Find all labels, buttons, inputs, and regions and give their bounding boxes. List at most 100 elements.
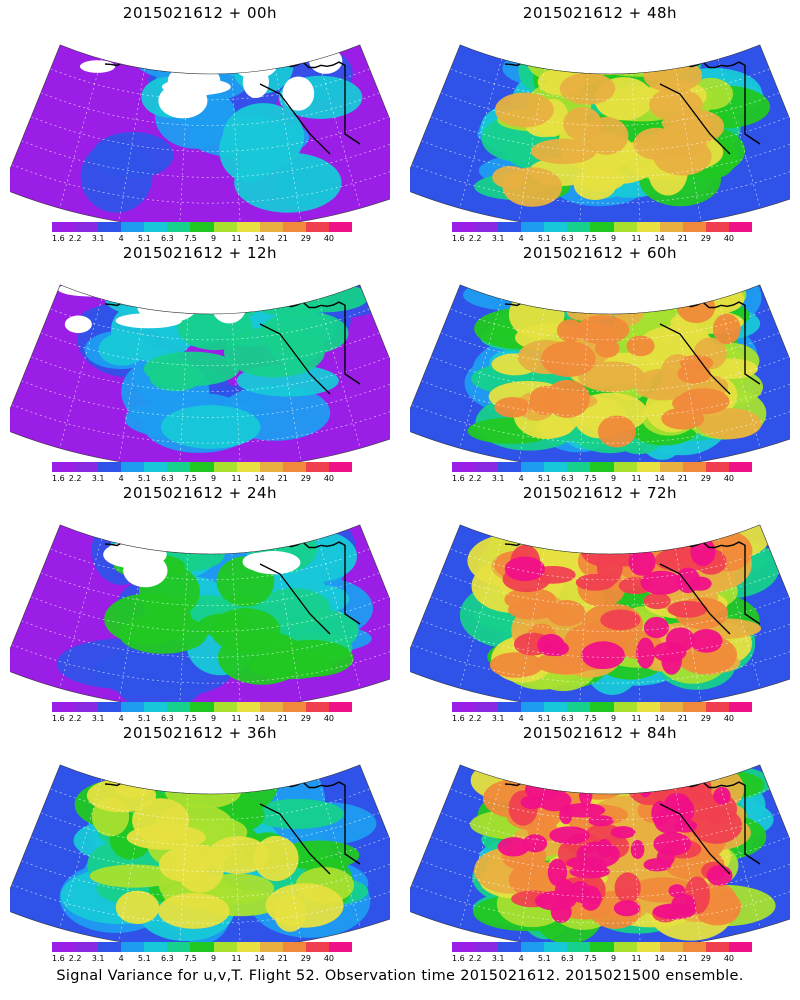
contour-blob: [596, 838, 612, 859]
colorbar-segment: [705, 222, 729, 232]
colorbar-tick-label: 1.6: [452, 714, 465, 723]
colorbar-segment: [167, 462, 191, 472]
colorbar-labels: 1.6 2.2 3.1 4 5.1 6.3 7.5 9 11 14 21 29 40: [52, 714, 352, 726]
variance-map: [410, 44, 790, 224]
colorbar-tick-label: 1.6: [452, 954, 465, 963]
contour-blob: [544, 379, 590, 418]
colorbar-segment: [328, 702, 353, 712]
colorbar: [52, 702, 353, 712]
map-panel: 2015021612 + 84h 1.6 2.2 3.1 4 5.1 6.3 7.5 9 11 14…: [410, 720, 790, 970]
colorbar-tick-label: 14: [254, 954, 265, 963]
colorbar-segment: [659, 462, 683, 472]
colorbar-tick-label: 14: [654, 234, 665, 243]
contour-blob: [223, 326, 325, 378]
colorbar-segment: [567, 702, 591, 712]
colorbar-tick-label: 1.6: [52, 714, 65, 723]
colorbar-tick-label: 29: [300, 954, 311, 963]
contour-blob: [544, 640, 570, 657]
contour-blob: [549, 826, 590, 845]
contour-blob: [566, 857, 596, 869]
panel-title: 2015021612 + 24h: [122, 484, 278, 502]
panel-title: 2015021612 + 84h: [522, 724, 678, 742]
contour-blob: [494, 92, 554, 128]
contour-blob: [643, 616, 669, 639]
colorbar-segment: [567, 942, 591, 952]
colorbar-segment: [259, 942, 283, 952]
colorbar-segment: [544, 702, 568, 712]
figure-caption: Signal Variance for u,v,T. Flight 52. Ob…: [56, 968, 744, 984]
colorbar-labels: 1.6 2.2 3.1 4 5.1 6.3 7.5 9 11 14 21 29 40: [52, 474, 352, 486]
colorbar-tick-label: 6.3: [161, 714, 174, 723]
colorbar-segment: [636, 702, 660, 712]
colorbar-tick-label: 3.1: [91, 954, 105, 963]
contour-blob: [546, 600, 586, 627]
colorbar-tick-label: 5.1: [137, 714, 151, 723]
contour-blob: [550, 900, 572, 923]
contour-blob: [674, 797, 695, 824]
colorbar-tick-label: 40: [323, 234, 335, 243]
colorbar-tick-label: 9: [610, 714, 617, 723]
colorbar-tick-label: 9: [610, 234, 617, 243]
contour-blob: [115, 890, 160, 925]
colorbar-tick-label: 29: [700, 954, 711, 963]
map-panel: 2015021612 + 12h 1.6 2.2 3.1 4 5.1 6.3 7.5 9 11 14…: [10, 240, 390, 490]
colorbar-segment: [728, 462, 753, 472]
colorbar-tick-label: 4: [518, 954, 524, 963]
colorbar-segment: [452, 702, 476, 712]
colorbar-segment: [282, 222, 306, 232]
contour-blob: [253, 835, 299, 882]
colorbar-segment: [705, 942, 729, 952]
colorbar-segment: [213, 702, 237, 712]
colorbar-segment: [728, 222, 753, 232]
colorbar-segment: [75, 222, 99, 232]
colorbar-tick-label: 11: [631, 234, 642, 243]
colorbar-segment: [590, 702, 614, 712]
colorbar-segment: [98, 702, 122, 712]
colorbar-segment: [452, 942, 476, 952]
colorbar-segment: [705, 702, 729, 712]
colorbar-segment: [452, 462, 476, 472]
colorbar-tick-label: 9: [210, 474, 217, 483]
colorbar-segment: [544, 462, 568, 472]
colorbar-segment: [144, 462, 168, 472]
colorbar-labels: 1.6 2.2 3.1 4 5.1 6.3 7.5 9 11 14 21 29 40: [52, 234, 352, 246]
map-panel: 2015021612 + 48h 1.6 2.2 3.1 4 5.1 6.3 7.5 9 11 14…: [410, 0, 790, 250]
variance-map: [10, 524, 390, 704]
colorbar-segment: [590, 222, 614, 232]
colorbar-labels: 1.6 2.2 3.1 4 5.1 6.3 7.5 9 11 14 21 29 40: [452, 714, 752, 726]
colorbar-tick-label: 29: [300, 474, 311, 483]
colorbar-segment: [682, 222, 706, 232]
colorbar-tick-label: 6.3: [561, 714, 574, 723]
colorbar-segment: [167, 222, 191, 232]
colorbar: [452, 462, 753, 472]
contour-blob: [559, 805, 573, 825]
contour-blob: [661, 407, 705, 430]
colorbar-tick-label: 3.1: [91, 474, 105, 483]
contour-blob: [541, 340, 596, 377]
contour-blob: [104, 593, 192, 645]
contour-blob: [497, 837, 530, 857]
variance-map: [410, 764, 790, 944]
colorbar-segment: [475, 702, 499, 712]
colorbar-tick-label: 6.3: [561, 234, 574, 243]
contour-blob: [273, 894, 307, 932]
contour-blob: [628, 548, 656, 576]
colorbar-tick-label: 40: [323, 714, 335, 723]
map-panel: 2015021612 + 00h 1.6 2.2 3.1 4 5.1 6.3 7.5 9 11 14…: [10, 0, 390, 250]
colorbar-segment: [521, 702, 545, 712]
colorbar-tick-label: 21: [277, 954, 288, 963]
colorbar-segment: [636, 942, 660, 952]
contour-blob: [574, 538, 602, 553]
colorbar-tick-label: 14: [254, 714, 265, 723]
colorbar-segment: [98, 222, 122, 232]
contour-blob: [158, 893, 230, 929]
colorbar-tick-label: 21: [277, 474, 288, 483]
colorbar-segment: [52, 702, 76, 712]
contour-blob: [598, 765, 636, 792]
map-panel: 2015021612 + 36h 1.6 2.2 3.1 4 5.1 6.3 7.5 9 11 14…: [10, 720, 390, 970]
colorbar-segment: [52, 222, 76, 232]
colorbar-segment: [328, 222, 353, 232]
colorbar-tick-label: 5.1: [537, 714, 551, 723]
colorbar-tick-label: 5.1: [137, 474, 151, 483]
contour-blob: [569, 44, 649, 76]
